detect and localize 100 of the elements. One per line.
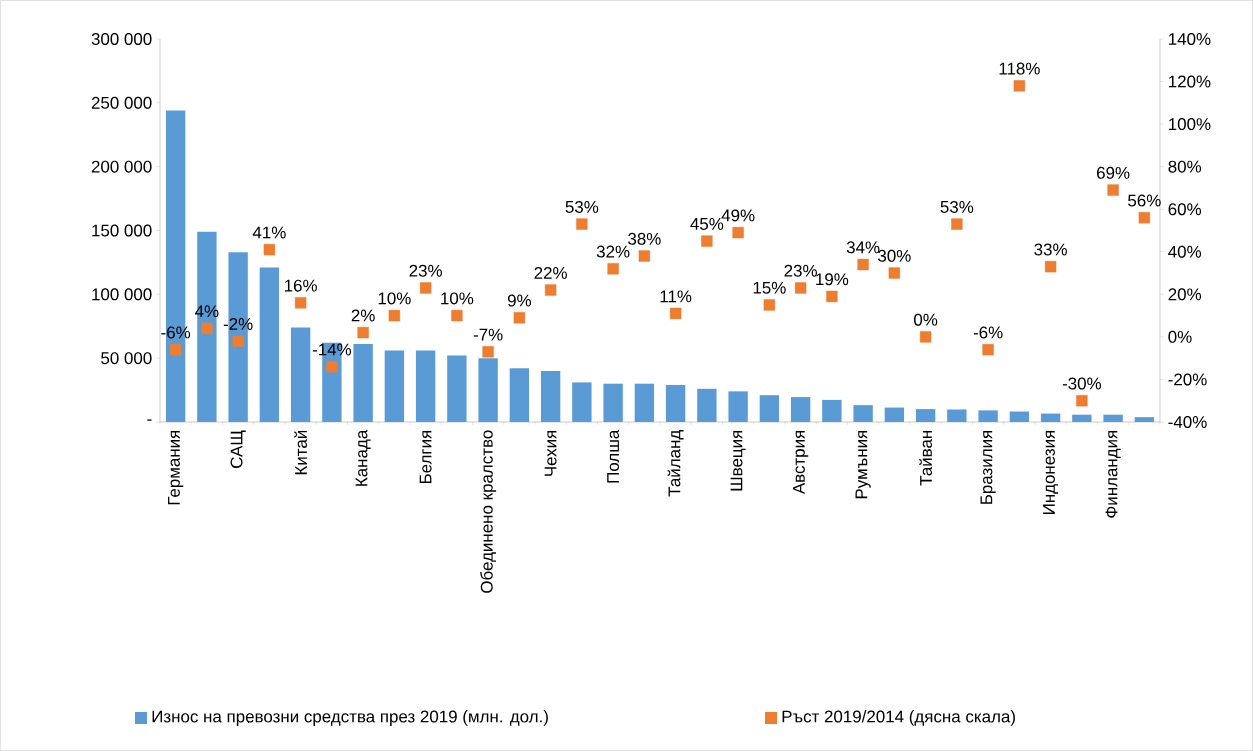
data-label: -14%	[312, 343, 352, 356]
legend-label: Ръст 2019/2014 (дясна скала)	[782, 710, 1015, 726]
data-label: 56%	[1128, 194, 1161, 207]
y-tick-label: 300 000	[91, 32, 152, 45]
point	[576, 218, 588, 230]
data-label: 23%	[409, 264, 442, 277]
point	[888, 267, 901, 279]
data-label: -30%	[1062, 377, 1102, 390]
point	[419, 282, 432, 294]
bar	[603, 383, 623, 422]
bar	[1134, 417, 1155, 422]
bar	[1040, 413, 1061, 422]
point	[826, 290, 838, 303]
x-tick-label: Румъния	[855, 430, 871, 499]
y2-tick-label: 120%	[1169, 75, 1211, 88]
point	[951, 218, 963, 230]
y-tick-label: 150 000	[92, 224, 152, 237]
point	[1044, 260, 1057, 273]
bar	[884, 407, 905, 422]
y2-tick-label: 0%	[1168, 330, 1192, 343]
y-tick-label: 100 000	[92, 288, 152, 301]
point	[1013, 80, 1026, 92]
point	[513, 312, 526, 324]
data-label: 16%	[284, 279, 317, 292]
x-tick-label: Швеция	[730, 430, 746, 491]
bar	[197, 231, 217, 422]
y2-tick-label: -20%	[1168, 373, 1207, 386]
point	[326, 360, 338, 373]
point	[669, 307, 682, 320]
x-tick-label: Тайланд	[667, 430, 684, 497]
data-label: 9%	[507, 294, 531, 307]
bar	[353, 344, 373, 422]
x-tick-label: Финландия	[1105, 430, 1121, 518]
x-tick-label: Австрия	[793, 430, 809, 495]
data-label: 34%	[846, 241, 880, 254]
point	[201, 322, 213, 335]
point	[451, 309, 463, 322]
y-tick-label: 50 000	[101, 352, 152, 365]
y2-tick-label: 140%	[1169, 32, 1211, 45]
bar	[384, 350, 405, 422]
bar	[1103, 414, 1123, 422]
y2-tick-label: -40%	[1168, 415, 1207, 428]
bar	[759, 395, 780, 422]
point	[701, 235, 713, 247]
point	[638, 250, 651, 262]
point	[232, 335, 244, 347]
x-tick-label: Бразилия	[980, 430, 996, 504]
point	[169, 343, 182, 356]
point	[388, 309, 401, 322]
data-label: 11%	[660, 290, 692, 303]
legend-label: Износ на превозни средства през 2019 (млн. дол.)	[152, 710, 548, 726]
bar	[290, 327, 311, 422]
bar	[915, 409, 936, 422]
data-label: 53%	[565, 200, 599, 213]
point	[544, 284, 557, 296]
y-tick-label: 200 000	[91, 160, 152, 173]
point	[919, 331, 932, 343]
data-label: -6%	[973, 326, 1003, 339]
y-tick-label: 250 000	[91, 96, 152, 109]
bar	[634, 383, 655, 422]
bar	[665, 384, 686, 422]
data-label: 38%	[628, 232, 661, 245]
point	[294, 297, 307, 309]
y-tick-label: -	[147, 419, 152, 421]
data-label: 41%	[252, 226, 286, 239]
y2-tick-label: 40%	[1168, 245, 1202, 258]
bar	[978, 410, 998, 422]
bar	[259, 267, 280, 422]
point	[982, 343, 994, 356]
point	[1107, 184, 1119, 196]
y2-tick-label: 80%	[1168, 160, 1202, 173]
y2-tick-label: 100%	[1169, 118, 1211, 131]
point	[1076, 395, 1088, 407]
data-label: 2%	[351, 309, 375, 322]
y2-tick-label: 20%	[1168, 288, 1202, 301]
data-label: 32%	[596, 245, 630, 258]
point	[732, 226, 744, 239]
data-label: 19%	[816, 273, 849, 286]
x-tick-label: САЩ	[230, 430, 246, 468]
data-label: -7%	[473, 328, 503, 341]
data-label: 69%	[1097, 166, 1130, 179]
bar	[947, 409, 967, 422]
bar	[790, 397, 811, 422]
x-tick-label: Полша	[607, 429, 620, 483]
x-tick-label: Германия	[168, 430, 184, 505]
x-tick-label: Белгия	[419, 430, 432, 484]
bar	[447, 355, 467, 422]
bar	[509, 368, 530, 422]
point	[607, 263, 619, 275]
data-label: 15%	[753, 281, 786, 294]
bar	[728, 391, 748, 422]
bar	[853, 405, 873, 422]
data-label: 33%	[1034, 243, 1067, 256]
y2-tick-label: 60%	[1168, 203, 1202, 216]
bar	[478, 358, 498, 422]
x-tick-label: Китай	[294, 430, 307, 475]
data-label: 53%	[940, 200, 974, 213]
point	[763, 299, 776, 311]
x-tick-label: Обединено кралство	[480, 430, 497, 593]
data-label: 118%	[999, 62, 1040, 75]
